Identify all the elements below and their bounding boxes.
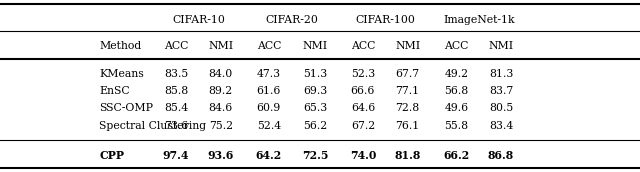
Text: 83.7: 83.7 <box>489 86 513 96</box>
Text: 89.2: 89.2 <box>209 86 233 96</box>
Text: 56.8: 56.8 <box>444 86 468 96</box>
Text: 67.2: 67.2 <box>351 121 375 131</box>
Text: 61.6: 61.6 <box>257 86 281 96</box>
Text: ACC: ACC <box>257 41 281 51</box>
Text: ACC: ACC <box>444 41 468 51</box>
Text: 75.2: 75.2 <box>209 121 233 131</box>
Text: KMeans: KMeans <box>99 69 144 79</box>
Text: 83.5: 83.5 <box>164 69 188 79</box>
Text: NMI: NMI <box>302 41 328 51</box>
Text: 72.5: 72.5 <box>301 150 328 161</box>
Text: 66.6: 66.6 <box>351 86 375 96</box>
Text: 97.4: 97.4 <box>163 150 189 161</box>
Text: NMI: NMI <box>395 41 420 51</box>
Text: 85.4: 85.4 <box>164 103 188 114</box>
Text: 55.8: 55.8 <box>444 121 468 131</box>
Text: 83.4: 83.4 <box>489 121 513 131</box>
Text: 52.3: 52.3 <box>351 69 375 79</box>
Text: 85.8: 85.8 <box>164 86 188 96</box>
Text: 93.6: 93.6 <box>207 150 234 161</box>
Text: CIFAR-10: CIFAR-10 <box>172 15 225 25</box>
Text: 84.6: 84.6 <box>209 103 233 114</box>
Text: 65.3: 65.3 <box>303 103 327 114</box>
Text: CPP: CPP <box>99 150 124 161</box>
Text: NMI: NMI <box>208 41 234 51</box>
Text: ImageNet-1k: ImageNet-1k <box>443 15 515 25</box>
Text: 73.6: 73.6 <box>164 121 188 131</box>
Text: 74.0: 74.0 <box>349 150 376 161</box>
Text: 77.1: 77.1 <box>396 86 420 96</box>
Text: 64.6: 64.6 <box>351 103 375 114</box>
Text: 76.1: 76.1 <box>396 121 420 131</box>
Text: 86.8: 86.8 <box>488 150 515 161</box>
Text: 66.2: 66.2 <box>443 150 470 161</box>
Text: 81.8: 81.8 <box>394 150 421 161</box>
Text: EnSC: EnSC <box>99 86 130 96</box>
Text: NMI: NMI <box>488 41 514 51</box>
Text: 84.0: 84.0 <box>209 69 233 79</box>
Text: 67.7: 67.7 <box>396 69 420 79</box>
Text: 49.6: 49.6 <box>444 103 468 114</box>
Text: Method: Method <box>99 41 141 51</box>
Text: 52.4: 52.4 <box>257 121 281 131</box>
Text: 47.3: 47.3 <box>257 69 281 79</box>
Text: 51.3: 51.3 <box>303 69 327 79</box>
Text: 81.3: 81.3 <box>489 69 513 79</box>
Text: SSC-OMP: SSC-OMP <box>99 103 153 114</box>
Text: Spectral Clustering: Spectral Clustering <box>99 121 206 131</box>
Text: 56.2: 56.2 <box>303 121 327 131</box>
Text: 80.5: 80.5 <box>489 103 513 114</box>
Text: 60.9: 60.9 <box>257 103 281 114</box>
Text: CIFAR-20: CIFAR-20 <box>266 15 318 25</box>
Text: ACC: ACC <box>164 41 188 51</box>
Text: 64.2: 64.2 <box>255 150 282 161</box>
Text: 49.2: 49.2 <box>444 69 468 79</box>
Text: CIFAR-100: CIFAR-100 <box>355 15 415 25</box>
Text: 72.8: 72.8 <box>396 103 420 114</box>
Text: 69.3: 69.3 <box>303 86 327 96</box>
Text: ACC: ACC <box>351 41 375 51</box>
